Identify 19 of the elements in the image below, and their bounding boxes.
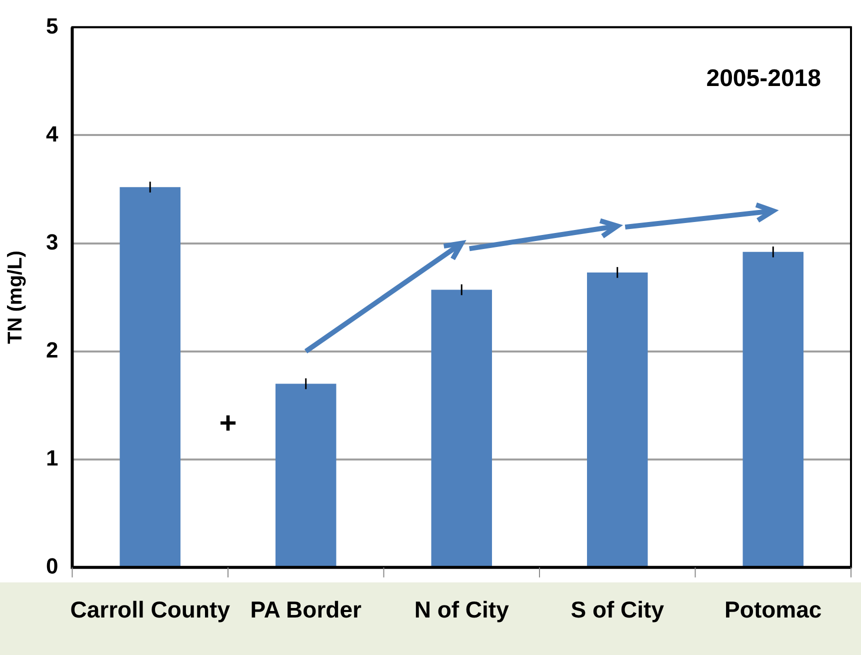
x-tick-label: S of City — [570, 596, 664, 623]
annotation: + — [219, 407, 237, 440]
y-tick-label: 1 — [46, 445, 58, 470]
bar — [742, 252, 804, 566]
bar — [431, 290, 492, 566]
y-axis-title: TN (mg/L) — [4, 250, 27, 344]
text: 2005-2018 — [706, 64, 821, 92]
y-tick-label: 3 — [46, 229, 58, 254]
y-tick-label: 0 — [46, 553, 58, 578]
x-tick-label: PA Border — [250, 596, 362, 623]
bar — [120, 187, 180, 566]
y-tick-label: 2 — [46, 337, 58, 362]
y-tick-label: 5 — [46, 13, 58, 38]
y-tick-label: 4 — [46, 121, 59, 146]
bar — [275, 384, 336, 566]
bar — [587, 272, 648, 566]
x-tick-label: Carroll County — [70, 596, 230, 623]
x-tick-label: Potomac — [724, 596, 822, 623]
x-tick-label: N of City — [414, 596, 510, 623]
